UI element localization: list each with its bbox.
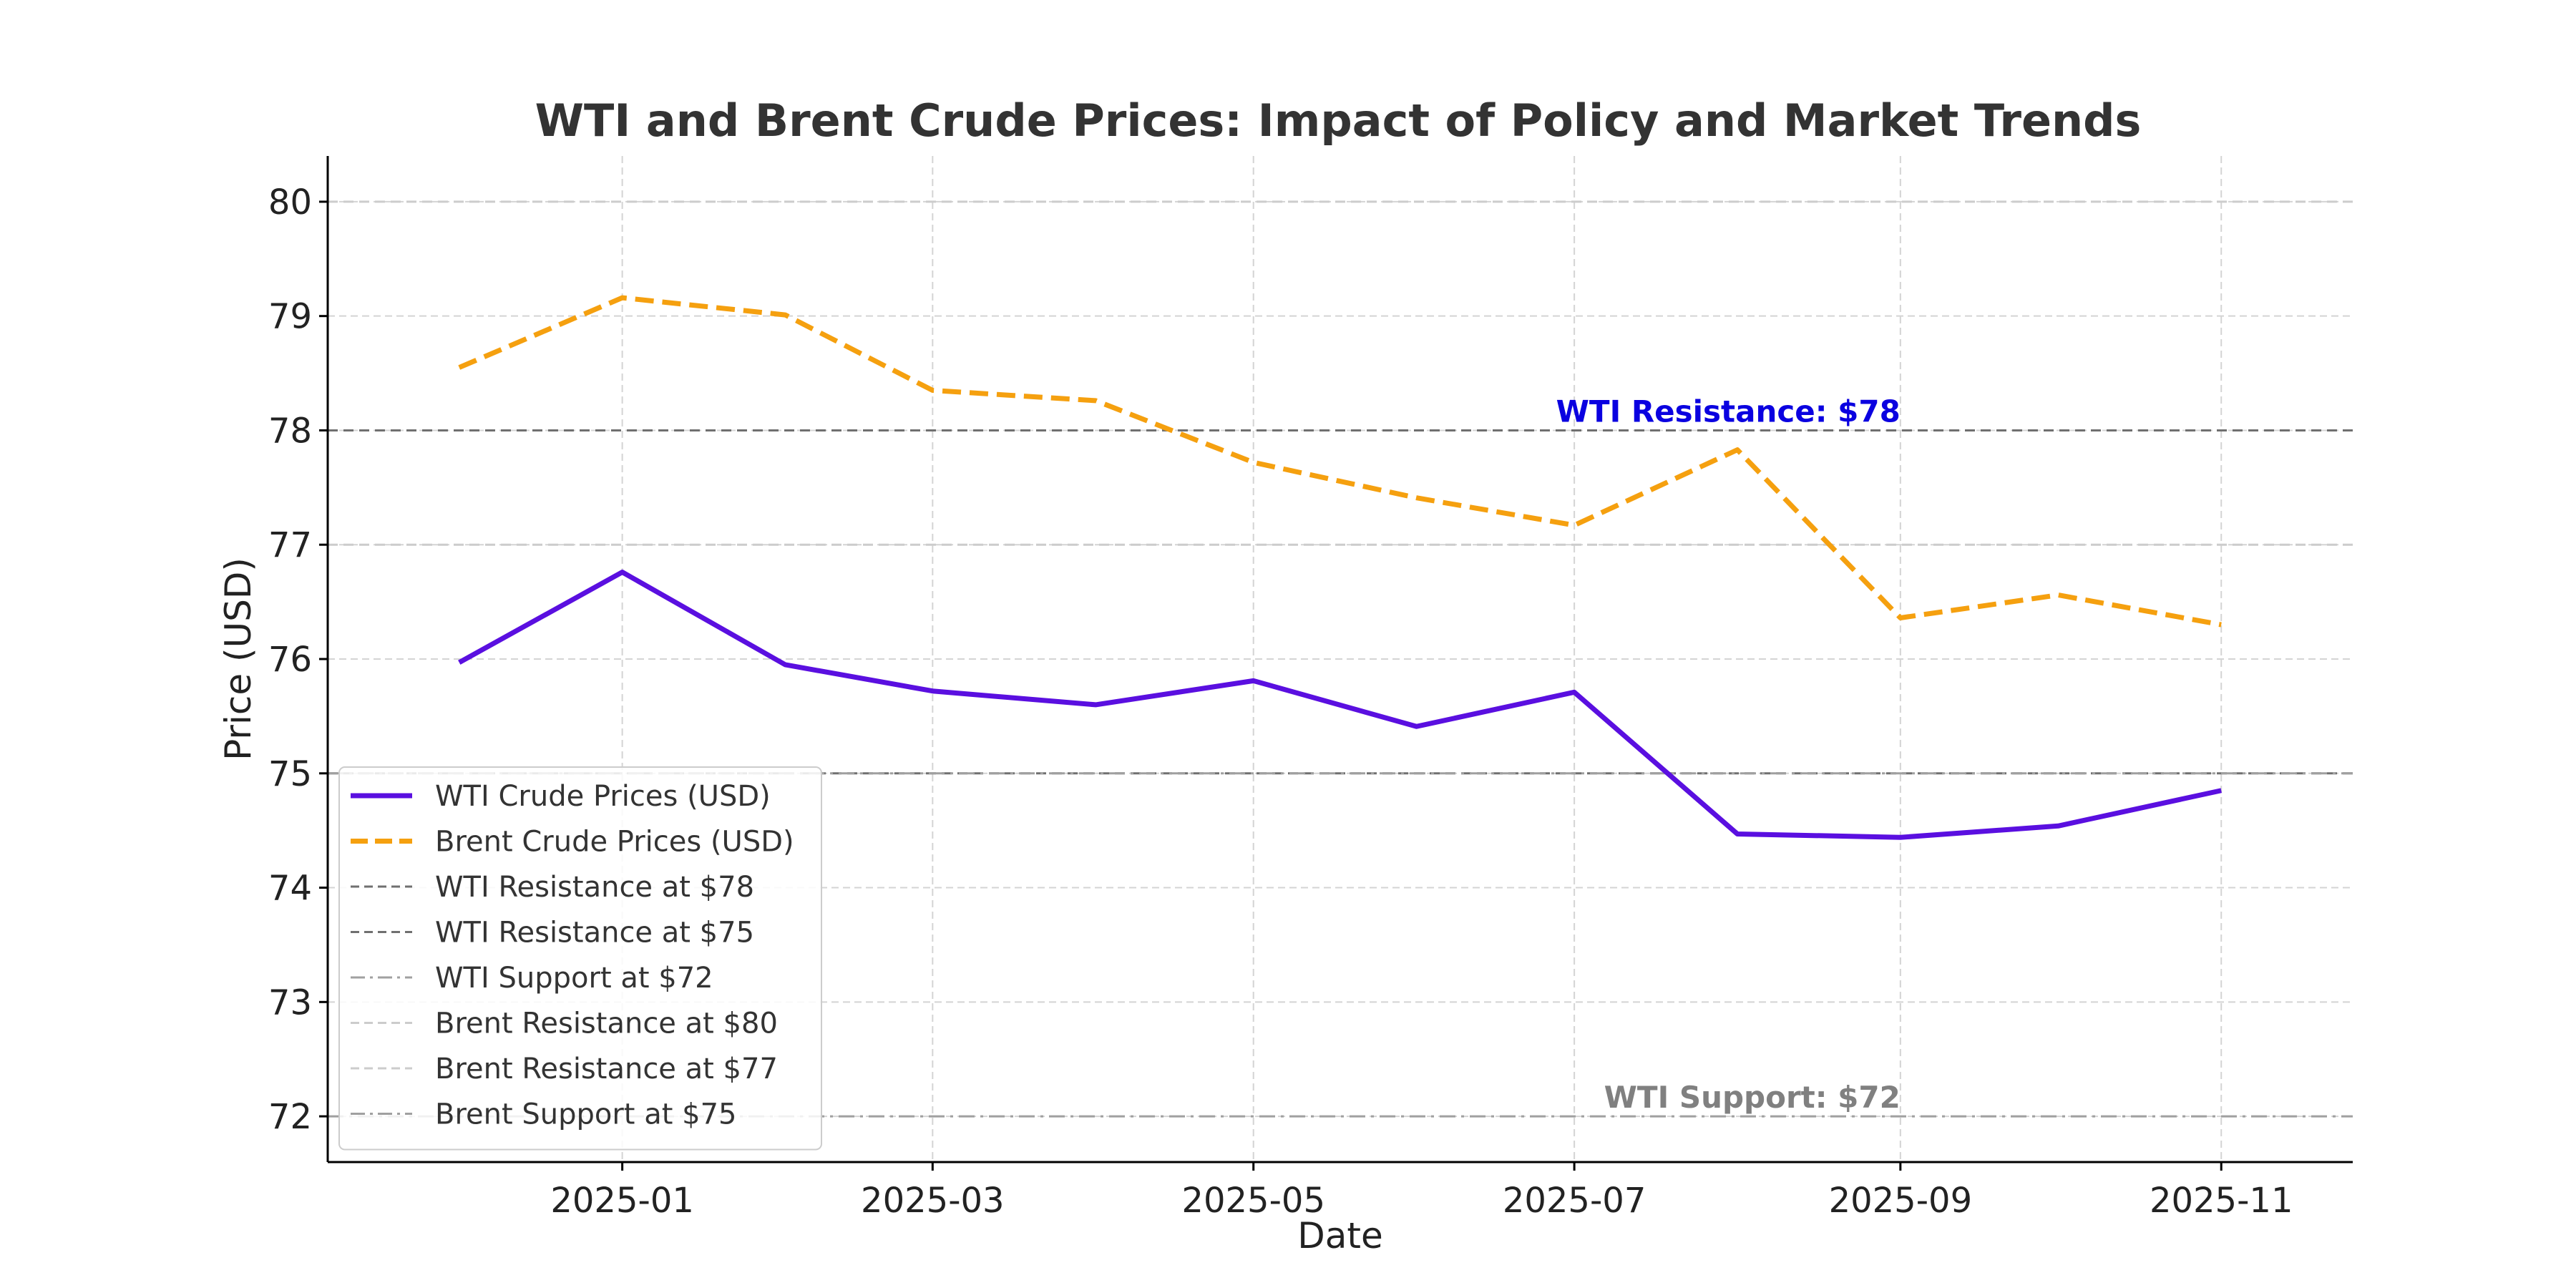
- annotation-0: WTI Resistance: $78: [1556, 394, 1901, 429]
- y-tick-label: 80: [268, 182, 312, 223]
- legend-label-2: WTI Resistance at $78: [435, 871, 754, 904]
- legend-label-4: WTI Support at $72: [435, 962, 713, 995]
- legend-box: [338, 766, 822, 1151]
- y-tick-label: 79: [268, 297, 312, 337]
- y-tick-labels: 72 73 74 75 76 77 78 79 80: [268, 182, 328, 1137]
- legend-label-5: Brent Resistance at $80: [435, 1008, 778, 1040]
- x-tick-label: 2025-07: [1503, 1181, 1646, 1221]
- y-tick-label: 77: [268, 525, 312, 565]
- y-tick-label: 78: [268, 411, 312, 451]
- y-tick-label: 75: [268, 754, 312, 794]
- y-tick-label: 74: [268, 869, 312, 909]
- y-tick-label: 72: [268, 1097, 312, 1137]
- x-tick-labels: 2025-01 2025-03 2025-05 2025-07 2025-09 2025-…: [550, 1162, 2293, 1221]
- legend-label-3: WTI Resistance at $75: [435, 917, 754, 950]
- legend-label-0: WTI Crude Prices (USD): [435, 780, 771, 813]
- x-tick-label: 2025-09: [1829, 1181, 1973, 1221]
- chart-title: WTI and Brent Crude Prices: Impact of Po…: [535, 94, 2142, 147]
- y-tick-label: 73: [268, 982, 312, 1023]
- legend-label-7: Brent Support at $75: [435, 1098, 736, 1131]
- annotations: WTI Resistance: $78 WTI Support: $72: [1556, 394, 1901, 1115]
- x-tick-label: 2025-05: [1181, 1181, 1325, 1221]
- series-line-0: [458, 570, 2222, 840]
- annotation-1: WTI Support: $72: [1604, 1080, 1901, 1115]
- legend-label-6: Brent Resistance at $77: [435, 1053, 778, 1085]
- legend-label-1: Brent Crude Prices (USD): [435, 826, 794, 859]
- y-tick-label: 76: [268, 640, 312, 680]
- legend: WTI Crude Prices (USD) Brent Crude Prices…: [338, 766, 822, 1151]
- x-tick-label: 2025-03: [861, 1181, 1005, 1221]
- x-tick-label: 2025-11: [2150, 1181, 2293, 1221]
- series-lines: [458, 295, 2222, 840]
- x-axis-label: Date: [1297, 1215, 1383, 1257]
- series-line-1: [458, 295, 2222, 628]
- x-tick-label: 2025-01: [550, 1181, 694, 1221]
- y-axis-label: Price (USD): [218, 557, 259, 761]
